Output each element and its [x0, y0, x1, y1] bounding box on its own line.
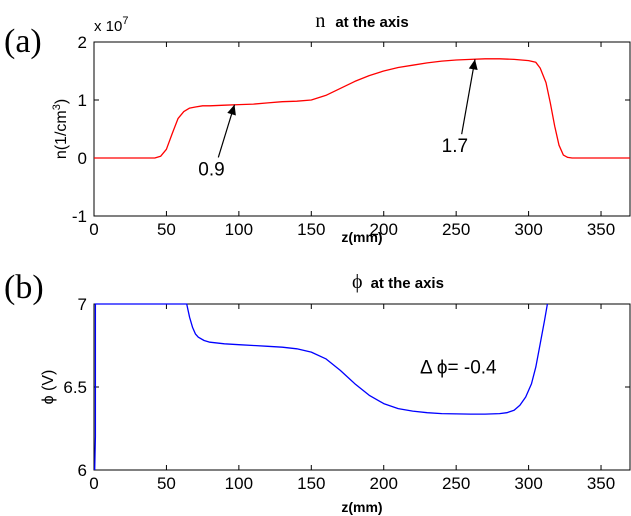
panel-b-x-tick-label: 300 [514, 474, 542, 493]
panel-b-x-axis-label: z(mm) [341, 499, 382, 515]
panel-b-y-tick-label: 7 [78, 295, 87, 314]
panel-b-y-tick-label: 6.5 [63, 378, 87, 397]
panel-b-plot-area [93, 303, 631, 471]
panel-a-y-tick-label: 0 [78, 149, 87, 168]
panel-b-y-axis-label: ϕ (V) [40, 370, 57, 405]
panel-b-x-tick-label: 0 [89, 474, 98, 493]
panel-a-x-tick-label: 200 [370, 220, 398, 239]
panel-a-y-tick-label: -1 [72, 207, 87, 226]
panel-a-x-tick-label: 0 [89, 220, 98, 239]
panel-a-annotation-arrow [461, 59, 476, 135]
panel-a-data-line [94, 58, 630, 159]
panel-a-x-tick-label: 50 [157, 220, 176, 239]
panel-b-x-tick-label: 250 [442, 474, 470, 493]
panel-a-x-axis-label: z(mm) [341, 229, 382, 245]
panel-a-x-tick-label: 250 [442, 220, 470, 239]
panel-a-x-tick-label: 350 [587, 220, 615, 239]
panel-a-series [94, 58, 630, 159]
panel-a-annotation-arrowhead [468, 59, 478, 71]
panel-b-label: (b) [4, 269, 44, 306]
panel-a-x-tick-label: 100 [225, 220, 253, 239]
panel-a-title: n at the axis [315, 10, 408, 32]
panel-b-series [94, 303, 549, 471]
panel-a-annotation-text: 1.7 [442, 136, 468, 157]
panel-a-y-axis-label: n(1/cm3) [51, 99, 70, 159]
panel-b-x-tick-label: 100 [225, 474, 253, 493]
panel-b-x-tick-label: 350 [587, 474, 615, 493]
panel-a-y-multiplier: x 107 [94, 15, 128, 35]
panel-b-title: ϕ at the axis [352, 271, 444, 293]
panel-b-ticks: 0 50 100 150 200 250 300 350 6 6.5 7 [63, 295, 630, 493]
panel-b-x-tick-label: 150 [297, 474, 325, 493]
panel-a-label: (a) [4, 23, 42, 60]
panel-b-annotations: Δ ϕ= -0.4 [420, 358, 497, 379]
panel-a-y-tick-label: 2 [78, 33, 87, 52]
panel-a-y-tick-label: 1 [78, 91, 87, 110]
panel-a-x-tick-label: 150 [297, 220, 325, 239]
panel-b-x-tick-label: 50 [157, 474, 176, 493]
panel-b-data-line [94, 303, 549, 471]
panel-b-annotation-text: Δ ϕ= -0.4 [420, 358, 497, 379]
panel-a-annotations: 0.9 1.7 [198, 59, 478, 180]
panel-a-annotation-arrowhead [227, 104, 236, 116]
panel-b-x-tick-label: 200 [370, 474, 398, 493]
panel-a: (a) x 107 n at the axis 0 50 100 150 200 250 30… [4, 10, 631, 245]
panel-a-x-tick-label: 300 [514, 220, 542, 239]
panel-b-y-tick-label: 6 [78, 461, 87, 480]
panel-b: (b) ϕ at the axis 0 50 100 150 200 250 300 350 6 6… [4, 269, 631, 515]
panel-a-annotation-text: 0.9 [198, 159, 224, 180]
